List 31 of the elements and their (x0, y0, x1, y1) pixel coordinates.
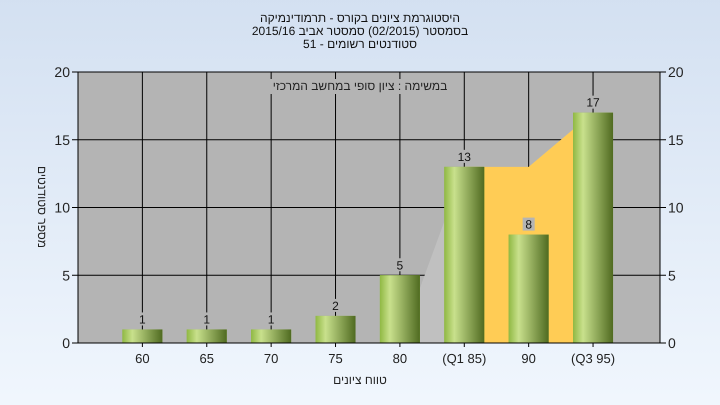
y-tick-label: 0 (62, 335, 70, 351)
data-label: 8 (525, 218, 532, 232)
chart-subtitle: בסמסטר (02/2015) סמסטר אביב 2015/16 סטודנטים רשומים - 51 (252, 24, 468, 51)
x-tick-label: 90 (521, 351, 536, 366)
x-tick-label: 70 (264, 351, 278, 366)
y-tick-label: 5 (62, 267, 70, 284)
x-tick-label: (Q3 95) (571, 351, 616, 366)
y-tick-label: 20 (54, 64, 70, 80)
x-axis-title: טווח ציונים (333, 373, 388, 387)
data-label: 1 (203, 312, 210, 326)
data-label: 5 (396, 258, 404, 272)
data-label: 17 (586, 96, 600, 110)
data-label: 13 (458, 150, 472, 164)
y2-tick-label: 0 (668, 335, 676, 351)
x-tick-label: 60 (135, 351, 150, 366)
y-axis-title: מספר סטודנטים (35, 166, 49, 248)
y2-tick-label: 20 (668, 64, 684, 80)
y2-tick-label: 10 (668, 200, 684, 216)
data-label: 1 (139, 312, 146, 326)
y2-tick-label: 15 (668, 132, 684, 148)
data-label: 2 (332, 298, 340, 313)
y2-tick-label: 5 (668, 267, 676, 284)
x-tick-label: 75 (328, 351, 343, 366)
chart-title: היסטוגרמת ציונים בקורס - תרמודינמיקה (260, 11, 460, 25)
data-label: 1 (268, 312, 275, 326)
x-tick-label: (Q1 85) (442, 351, 486, 366)
y-tick-label: 15 (54, 132, 70, 148)
y-tick-label: 10 (54, 200, 70, 216)
annotation: במשימה : ציון סופי במחשב המרכזי (272, 79, 448, 93)
x-tick-label: 80 (392, 351, 408, 366)
x-tick-label: 65 (200, 351, 214, 366)
